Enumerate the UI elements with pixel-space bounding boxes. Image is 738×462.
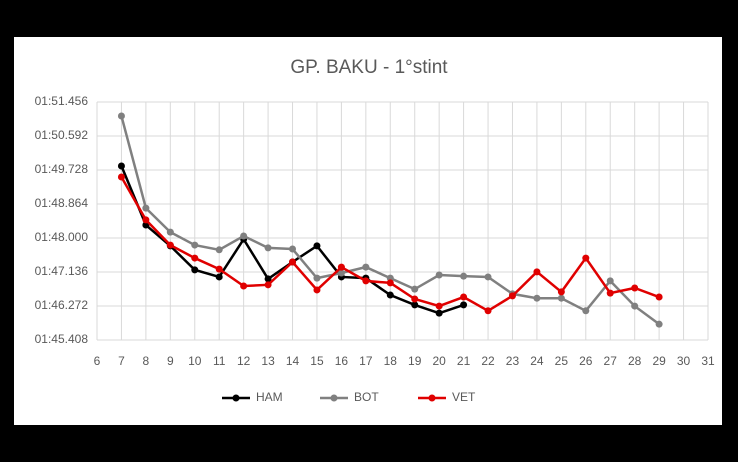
data-point xyxy=(166,241,174,249)
x-tick-label: 10 xyxy=(188,354,202,368)
x-tick-label: 18 xyxy=(384,354,398,368)
x-tick-label: 14 xyxy=(286,354,300,368)
legend-label: HAM xyxy=(256,390,283,404)
data-point xyxy=(582,254,590,262)
data-point xyxy=(337,263,345,271)
data-point xyxy=(460,293,468,301)
data-point xyxy=(386,279,394,287)
x-tick-label: 6 xyxy=(94,354,101,368)
data-point xyxy=(289,258,297,266)
data-point xyxy=(655,293,663,301)
y-tick-label: 01:48.864 xyxy=(35,196,89,210)
data-point xyxy=(484,273,492,281)
x-tick-label: 8 xyxy=(143,354,150,368)
data-point xyxy=(362,263,370,271)
data-point xyxy=(582,307,590,315)
y-tick-label: 01:45.408 xyxy=(35,332,89,346)
data-point xyxy=(533,268,541,276)
data-point xyxy=(313,286,321,294)
legend-marker xyxy=(330,394,338,402)
data-point xyxy=(264,244,272,252)
data-point xyxy=(508,292,516,300)
data-point xyxy=(264,281,272,289)
data-point xyxy=(117,162,125,170)
x-tick-label: 11 xyxy=(213,354,226,368)
x-tick-label: 15 xyxy=(310,354,324,368)
x-tick-label: 20 xyxy=(432,354,446,368)
data-point xyxy=(631,302,639,310)
data-point xyxy=(362,277,370,285)
y-tick-label: 01:50.592 xyxy=(35,128,89,142)
data-point xyxy=(606,277,614,285)
data-point xyxy=(240,282,248,290)
x-tick-label: 23 xyxy=(506,354,520,368)
x-tick-label: 30 xyxy=(677,354,691,368)
data-point xyxy=(215,246,223,254)
data-point xyxy=(460,272,468,280)
data-point xyxy=(484,307,492,315)
data-point xyxy=(557,294,565,302)
legend-marker xyxy=(232,394,240,402)
x-tick-label: 27 xyxy=(604,354,618,368)
legend-label: BOT xyxy=(354,390,379,404)
x-tick-label: 29 xyxy=(652,354,666,368)
y-tick-label: 01:51.456 xyxy=(35,94,89,108)
data-point xyxy=(142,216,150,224)
data-point xyxy=(117,173,125,181)
y-tick-label: 01:47.136 xyxy=(35,264,89,278)
x-tick-label: 24 xyxy=(530,354,544,368)
data-point xyxy=(166,228,174,236)
data-point xyxy=(337,269,345,277)
x-tick-label: 28 xyxy=(628,354,642,368)
data-point xyxy=(435,302,443,310)
x-tick-label: 22 xyxy=(481,354,495,368)
data-point xyxy=(142,204,150,212)
legend-marker xyxy=(428,394,436,402)
data-point xyxy=(411,301,419,309)
data-point xyxy=(411,285,419,293)
data-point xyxy=(655,320,663,328)
data-point xyxy=(117,112,125,120)
x-tick-label: 31 xyxy=(701,354,715,368)
x-tick-label: 9 xyxy=(167,354,174,368)
data-point xyxy=(313,274,321,282)
data-point xyxy=(264,275,272,283)
data-point xyxy=(435,271,443,279)
data-point xyxy=(386,291,394,299)
data-point xyxy=(313,242,321,250)
data-point xyxy=(460,301,468,309)
data-point xyxy=(240,232,248,240)
x-tick-label: 19 xyxy=(408,354,422,368)
x-tick-label: 25 xyxy=(555,354,569,368)
x-tick-label: 12 xyxy=(237,354,251,368)
x-tick-label: 17 xyxy=(359,354,373,368)
data-point xyxy=(606,289,614,297)
data-point xyxy=(557,288,565,296)
legend-label: VET xyxy=(452,390,476,404)
data-point xyxy=(435,309,443,317)
data-point xyxy=(533,294,541,302)
x-tick-label: 13 xyxy=(261,354,275,368)
y-tick-label: 01:48.000 xyxy=(35,230,89,244)
x-tick-label: 21 xyxy=(457,354,471,368)
data-point xyxy=(411,295,419,303)
data-point xyxy=(289,245,297,253)
x-tick-label: 7 xyxy=(118,354,125,368)
data-point xyxy=(215,273,223,281)
x-tick-label: 26 xyxy=(579,354,593,368)
data-point xyxy=(191,254,199,262)
data-point xyxy=(215,265,223,273)
data-point xyxy=(631,284,639,292)
data-point xyxy=(191,241,199,249)
chart-title: GP. BAKU - 1°stint xyxy=(290,57,448,78)
x-tick-label: 16 xyxy=(335,354,349,368)
y-tick-label: 01:46.272 xyxy=(35,298,89,312)
y-tick-label: 01:49.728 xyxy=(35,162,89,176)
data-point xyxy=(191,266,199,274)
